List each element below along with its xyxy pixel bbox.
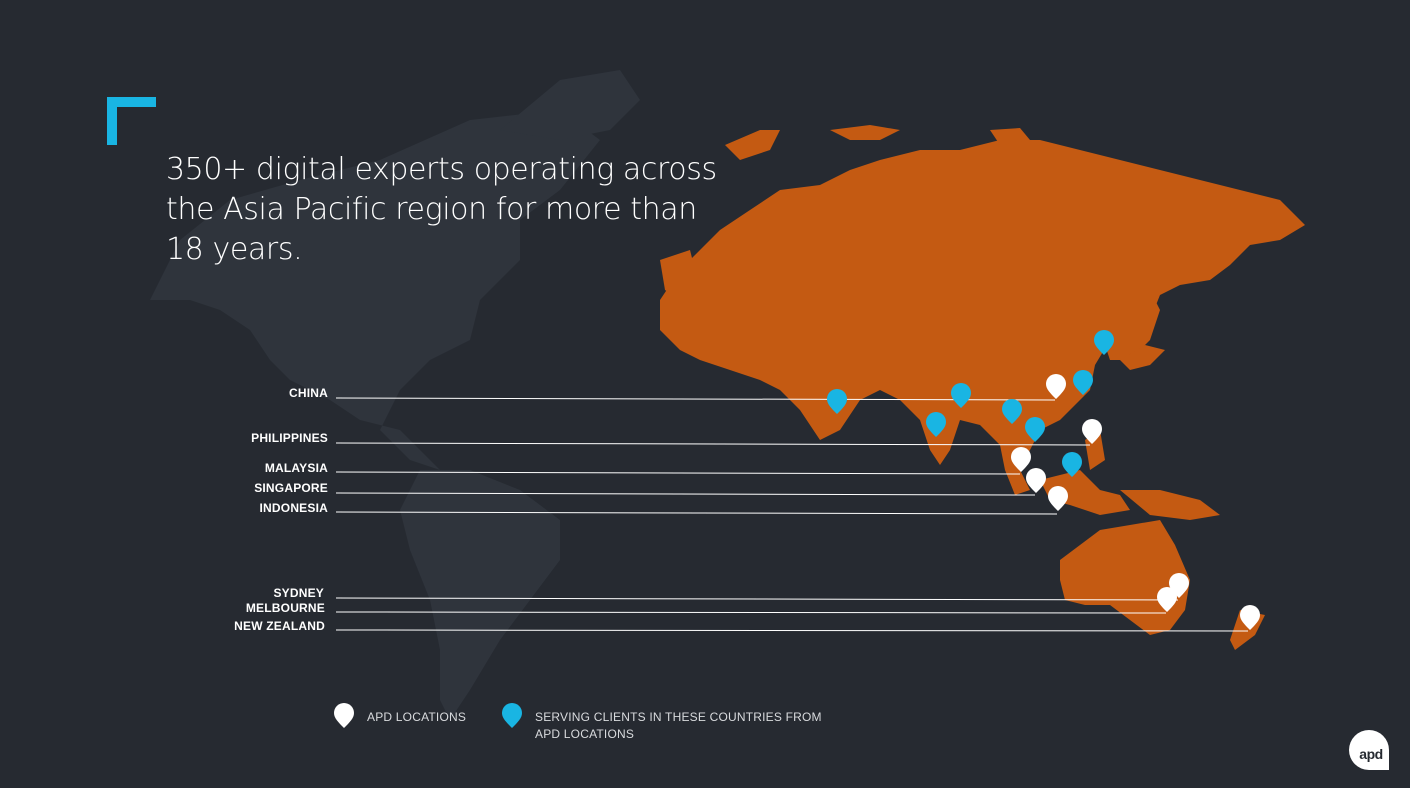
legend-serving-clients: SERVING CLIENTS IN THESE COUNTRIES FROM …: [501, 703, 825, 743]
location-leader-lines: [335, 397, 1249, 632]
headline: 350+ digital experts operating across th…: [166, 150, 726, 270]
headline-line-1: 350+ digital experts operating across: [166, 152, 717, 187]
location-pin-icon: [1094, 330, 1114, 355]
location-label-sydney: SYDNEY: [273, 586, 324, 600]
location-pin-icon: [1073, 370, 1093, 395]
apd-logo: apd: [1349, 730, 1389, 770]
location-label-new-zealand: NEW ZEALAND: [234, 619, 325, 633]
headline-line-2: the Asia Pacific region for more than: [166, 192, 697, 227]
leader-line-malaysia: [335, 471, 1021, 475]
legend-serving-clients-line-2: APD LOCATIONS: [535, 727, 635, 741]
legend-apd-locations-label: APD LOCATIONS: [367, 710, 467, 724]
serving-client-markers: [827, 330, 1114, 477]
location-pin-icon: [1011, 447, 1031, 472]
apd-location-markers: [1011, 374, 1260, 630]
location-label-singapore: SINGAPORE: [254, 481, 328, 495]
corner-bracket-icon: [107, 97, 156, 145]
location-pin-icon: [1046, 374, 1066, 399]
leader-line-singapore: [335, 492, 1036, 496]
leader-line-new-zealand: [335, 629, 1249, 632]
leader-line-philippines: [335, 442, 1091, 446]
location-pin-icon: [502, 703, 522, 728]
eurasia-landmass: [660, 125, 1305, 650]
leader-line-indonesia: [335, 511, 1058, 515]
americas-landmass: [150, 70, 640, 720]
location-label-malaysia: MALAYSIA: [264, 461, 328, 475]
leader-line-china: [335, 397, 1056, 401]
leader-line-sydney: [335, 597, 1179, 601]
legend-serving-clients-line-1: SERVING CLIENTS IN THESE COUNTRIES FROM: [535, 710, 822, 724]
location-pin-icon: [827, 389, 847, 414]
location-pin-icon: [951, 383, 971, 408]
location-label-philippines: PHILIPPINES: [251, 431, 328, 445]
location-pin-icon: [1157, 587, 1177, 612]
location-label-indonesia: INDONESIA: [259, 501, 328, 515]
location-pin-icon: [926, 412, 946, 437]
location-pin-icon: [1082, 419, 1102, 444]
location-label-melbourne: MELBOURNE: [245, 601, 325, 615]
legend-apd-locations: APD LOCATIONS: [333, 703, 466, 729]
legend-serving-clients-label: SERVING CLIENTS IN THESE COUNTRIES FROM …: [535, 709, 825, 743]
location-pin-icon: [1048, 486, 1068, 511]
location-pin-icon: [334, 703, 354, 728]
apd-logo-text: apd: [1359, 746, 1383, 762]
location-pin-icon: [1240, 605, 1260, 630]
location-pin-icon: [1026, 468, 1046, 493]
location-pin-icon: [1025, 417, 1045, 442]
headline-line-3: 18 years.: [166, 232, 303, 267]
leader-line-melbourne: [335, 611, 1167, 614]
location-pin-icon: [1062, 452, 1082, 477]
location-label-china: CHINA: [289, 386, 328, 400]
location-pin-icon: [1002, 399, 1022, 424]
